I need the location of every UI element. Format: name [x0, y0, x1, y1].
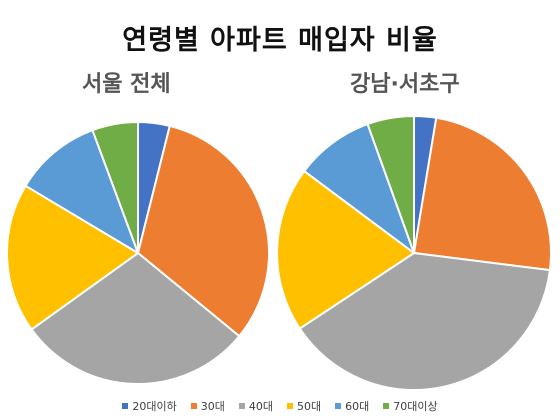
legend-item: 30대	[190, 398, 225, 414]
legend-item: 40대	[238, 398, 273, 414]
legend-label: 60대	[345, 400, 370, 413]
legend-swatch	[238, 403, 245, 409]
pie-slice-60s	[303, 123, 415, 254]
legend-label: 20대이하	[132, 400, 177, 413]
pie-slice-50s	[276, 170, 415, 330]
pie-slice-70s-over	[91, 121, 139, 254]
pie-slice-60s	[24, 129, 139, 254]
pie-seoul	[6, 121, 270, 385]
pie-title-seoul: 서울 전체	[82, 72, 171, 97]
legend-item: 50대	[287, 398, 321, 414]
legend-label: 50대	[297, 400, 322, 413]
pie-title-gangnam: 강남·서초구	[350, 72, 460, 97]
pie-gangnam	[276, 114, 552, 391]
legend: 20대이하 30대 40대 50대 60대 70대이상	[0, 398, 560, 414]
legend-item: 60대	[335, 398, 369, 414]
legend-swatch	[287, 403, 293, 409]
pie-slice-30s	[137, 124, 270, 338]
pie-slice-40s	[30, 252, 241, 385]
legend-swatch	[190, 403, 197, 409]
legend-swatch	[335, 403, 342, 409]
pie-slice-50s	[6, 184, 139, 331]
legend-label: 70대이상	[393, 400, 438, 413]
chart-title: 연령별 아파트 매입자 비율	[122, 25, 438, 56]
pie-slice-30s	[413, 116, 552, 272]
legend-item: 20대이하	[122, 398, 177, 414]
legend-label: 40대	[248, 400, 273, 413]
legend-swatch	[122, 403, 129, 409]
pie-slice-70s-over	[366, 115, 415, 254]
legend-swatch	[383, 403, 390, 409]
legend-item: 70대이상	[383, 398, 438, 414]
legend-label: 30대	[200, 400, 225, 413]
